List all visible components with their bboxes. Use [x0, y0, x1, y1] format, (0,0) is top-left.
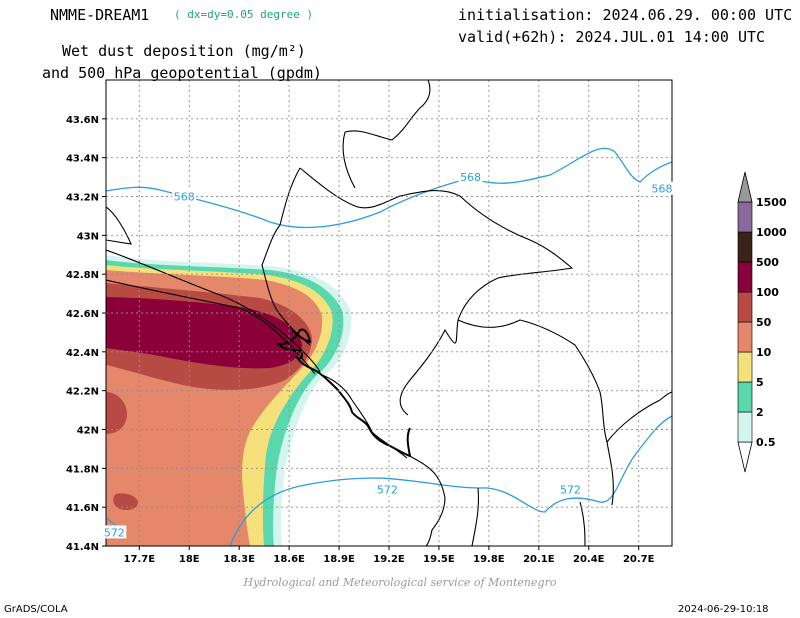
legend-level-label: 100: [756, 286, 779, 299]
deposition-field: [106, 255, 352, 546]
lat-label: 43N: [77, 231, 99, 242]
map-title-line1: Wet dust deposition (mg/m²): [62, 42, 306, 60]
legend-swatch: [737, 411, 753, 443]
legend-level-label: 0.5: [756, 436, 776, 449]
contour-labels: 568 568 568 572 572 572: [102, 170, 675, 539]
legend-level-label: 500: [756, 256, 779, 269]
lat-label: 42.4N: [66, 348, 99, 359]
deposition-area-50: [106, 392, 127, 434]
legend-level-label: 1500: [756, 196, 787, 209]
legend-swatch: [737, 261, 753, 293]
legend-swatch: [737, 201, 753, 233]
lon-label: 18.6E: [273, 554, 305, 565]
software-label: GrADS/COLA: [4, 604, 68, 615]
contour-label: 572: [377, 484, 398, 497]
legend-level-label: 1000: [756, 226, 787, 239]
lat-label: 42N: [77, 426, 99, 437]
legend-arrow-high: [737, 171, 753, 203]
lat-label: 42.2N: [66, 387, 99, 398]
render-timestamp: 2024-06-29-10:18: [678, 604, 769, 615]
border-line: [606, 391, 672, 443]
init-time: initialisation: 2024.06.29. 00:00 UTC: [458, 6, 793, 24]
lat-label: 43.4N: [66, 154, 99, 165]
lon-label: 20.4E: [573, 554, 605, 565]
border-line: [457, 319, 608, 443]
contour-572: [229, 415, 672, 546]
border-line: [279, 167, 301, 226]
model-name: NMME-DREAM1: [50, 6, 150, 24]
lon-label: 20.7E: [623, 554, 655, 565]
lat-label: 42.6N: [66, 309, 99, 320]
contour-label: 568: [174, 191, 195, 204]
border-line: [344, 80, 431, 141]
lon-label: 19.2E: [373, 554, 405, 565]
grid: [106, 80, 672, 546]
contour-label: 568: [652, 183, 673, 196]
coastline-path: [274, 328, 412, 458]
lat-label: 41.8N: [66, 464, 99, 475]
legend-arrow-low: [737, 441, 753, 473]
coastline: [274, 328, 412, 458]
legend-level-label: 50: [756, 316, 772, 329]
legend-swatch: [737, 291, 753, 323]
lon-axis: 17.7E 18E 18.3E 18.6E 18.9E 19.2E 19.5E 19.8E 20…: [124, 546, 655, 565]
border-line: [407, 454, 446, 546]
contour-label: 568: [460, 171, 481, 184]
legend-swatch: [737, 381, 753, 413]
contour-label-bg: [375, 482, 400, 496]
color-legend: 0.5 2 5 10 50 100 500 1000 1500: [737, 171, 787, 473]
lon-label: 18.3E: [223, 554, 255, 565]
map-title-line2: and 500 hPa geopotential (gpdm): [42, 64, 322, 82]
contour-label-bg: [102, 525, 127, 539]
contour-label-bg: [458, 170, 483, 184]
border-line: [299, 167, 574, 416]
border-line: [471, 487, 479, 546]
credit-text: Hydrological and Meteorological service …: [243, 576, 557, 589]
lon-label: 18.9E: [323, 554, 355, 565]
border-line: [106, 249, 321, 373]
border-line: [106, 206, 132, 245]
valid-time: valid(+62h): 2024.JUL.01 14:00 UTC: [458, 28, 766, 46]
legend-swatch: [737, 231, 753, 263]
border-line: [342, 131, 356, 189]
lat-label: 43.2N: [66, 193, 99, 204]
legend-level-label: 2: [756, 406, 764, 419]
deposition-area-50: [113, 493, 138, 510]
lat-label: 42.8N: [66, 270, 99, 281]
lon-label: 19.8E: [473, 554, 505, 565]
contour-label-bg: [650, 181, 675, 195]
legend-swatch: [737, 351, 753, 383]
border-line: [579, 501, 586, 546]
contour-label-bg: [558, 482, 583, 496]
lon-label: 19.5E: [423, 554, 455, 565]
lat-label: 43.6N: [66, 115, 99, 126]
legend-level-label: 5: [756, 376, 764, 389]
lat-axis: 43.6N 43.4N 43.2N 43N 42.8N 42.6N 42.4N 42.2N 42…: [66, 115, 106, 553]
lon-label: 17.7E: [124, 554, 156, 565]
lon-label: 20.1E: [523, 554, 555, 565]
contour-label-bg: [172, 189, 197, 203]
legend-swatch: [737, 321, 753, 353]
contour-label: 572: [560, 484, 581, 497]
contour-label: 572: [104, 526, 125, 539]
lat-label: 41.4N: [66, 542, 99, 553]
lon-label: 18E: [179, 554, 200, 565]
border-line: [606, 441, 614, 506]
model-resolution: ( dx=dy=0.05 degree ): [174, 8, 314, 21]
legend-level-label: 10: [756, 346, 772, 359]
lat-label: 41.6N: [66, 503, 99, 514]
